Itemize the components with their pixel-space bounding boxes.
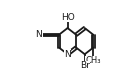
Text: N: N [64,50,71,59]
Text: N: N [35,30,42,39]
Text: HO: HO [61,13,74,22]
Text: Br: Br [80,61,90,70]
Text: CH₃: CH₃ [86,56,101,65]
